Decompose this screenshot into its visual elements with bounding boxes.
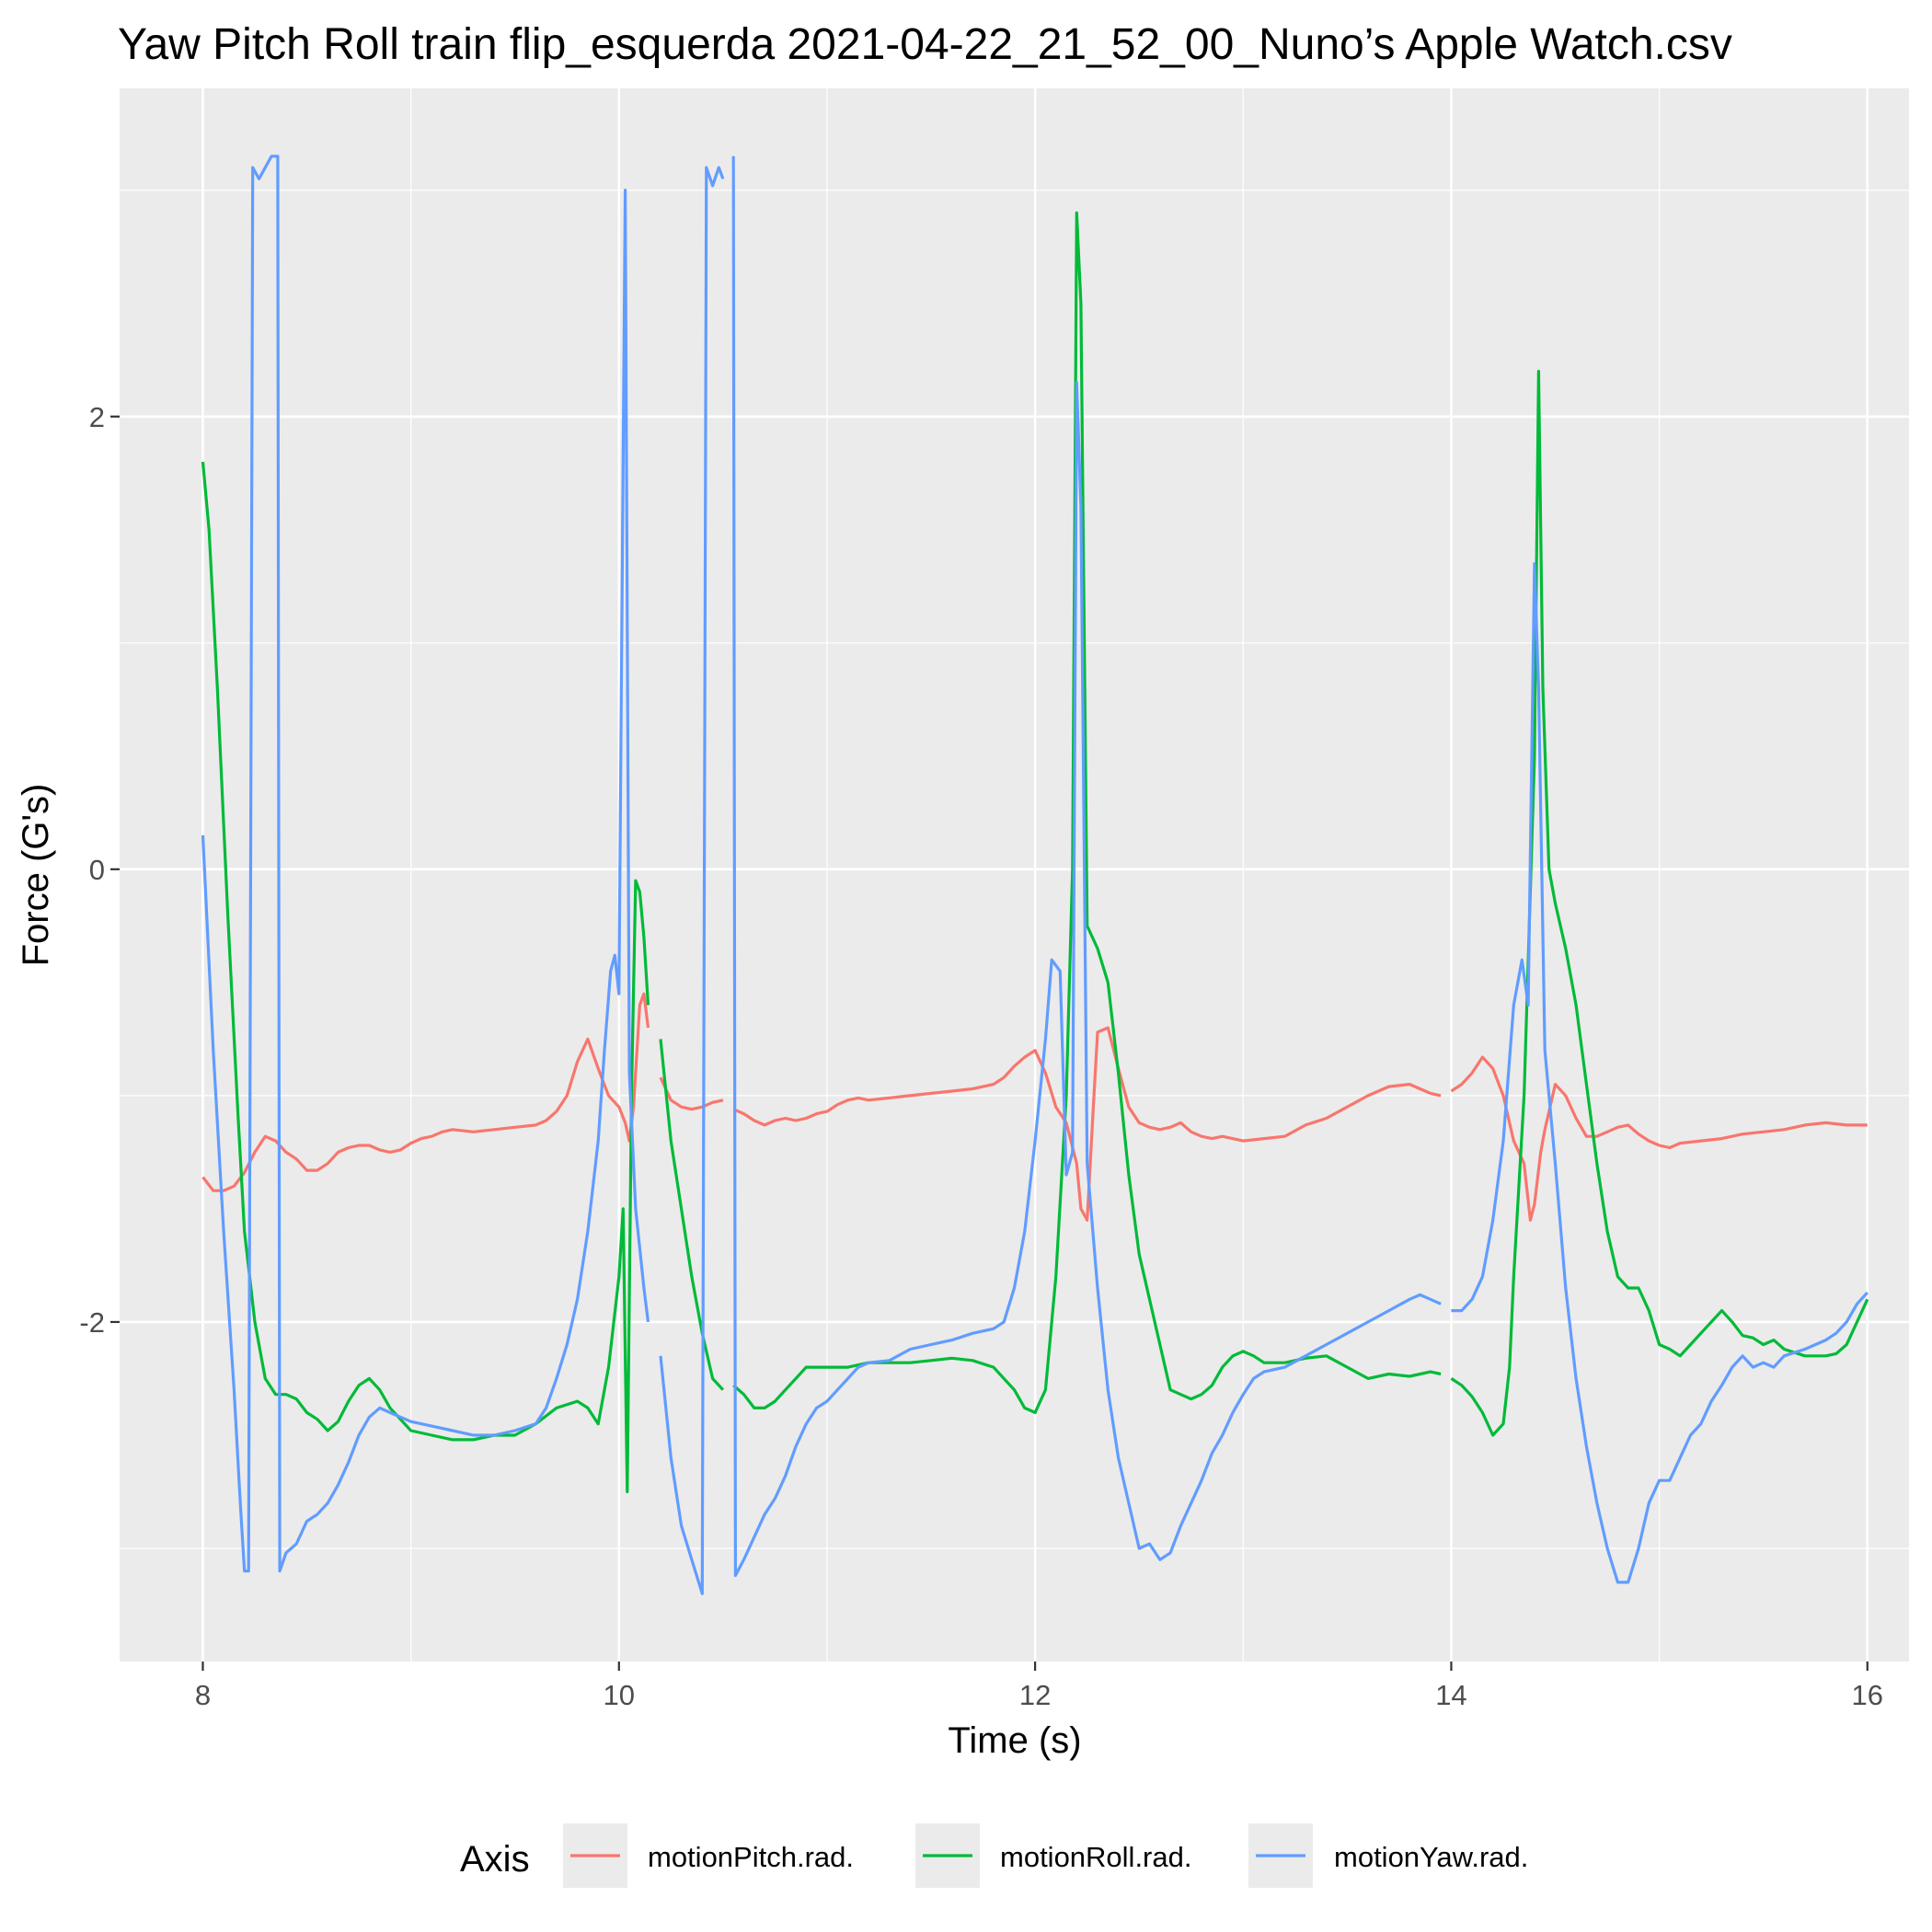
series-line bbox=[201, 992, 650, 1192]
y-tick-label: 0 bbox=[89, 854, 105, 886]
legend-label: motionPitch.rad. bbox=[648, 1841, 854, 1873]
series-motionpitch-rad- bbox=[201, 992, 1868, 1222]
legend-label: motionYaw.rad. bbox=[1334, 1841, 1528, 1873]
series-layer bbox=[201, 155, 1869, 1595]
x-tick-label: 12 bbox=[1019, 1679, 1051, 1711]
series-motionyaw-rad- bbox=[201, 155, 1869, 1595]
y-axis: -2 0 2 bbox=[79, 401, 120, 1339]
series-line bbox=[659, 1039, 725, 1391]
x-tick-label: 14 bbox=[1435, 1679, 1466, 1711]
chart-title: Yaw Pitch Roll train flip_esquerda 2021-… bbox=[118, 20, 1732, 69]
series-line bbox=[1450, 1055, 1868, 1222]
series-line bbox=[1450, 370, 1869, 1437]
y-axis-title: Force (G's) bbox=[16, 784, 56, 967]
series-line bbox=[732, 211, 1442, 1415]
series-line bbox=[201, 461, 650, 1494]
series-line bbox=[732, 1026, 1442, 1222]
legend-label: motionRoll.rad. bbox=[1000, 1841, 1191, 1873]
x-axis-title: Time (s) bbox=[948, 1720, 1081, 1761]
grid-major bbox=[120, 88, 1909, 1662]
grid-minor bbox=[120, 88, 1909, 1662]
plot-panel bbox=[120, 88, 1909, 1662]
series-motionroll-rad- bbox=[201, 211, 1869, 1494]
series-line bbox=[659, 1076, 724, 1111]
legend-title: Axis bbox=[460, 1839, 530, 1880]
series-line bbox=[659, 166, 725, 1595]
x-tick-label: 10 bbox=[604, 1679, 635, 1711]
legend: Axis motionPitch.rad. motionRoll.rad. moti… bbox=[460, 1823, 1528, 1888]
x-tick-label: 16 bbox=[1852, 1679, 1883, 1711]
series-line bbox=[201, 155, 650, 1573]
series-line bbox=[1451, 562, 1869, 1584]
x-tick-label: 8 bbox=[195, 1679, 211, 1711]
y-tick-label: 2 bbox=[89, 401, 105, 433]
x-axis: 8 10 12 14 16 bbox=[195, 1662, 1883, 1711]
series-line bbox=[731, 155, 1442, 1578]
y-tick-label: -2 bbox=[79, 1306, 105, 1339]
